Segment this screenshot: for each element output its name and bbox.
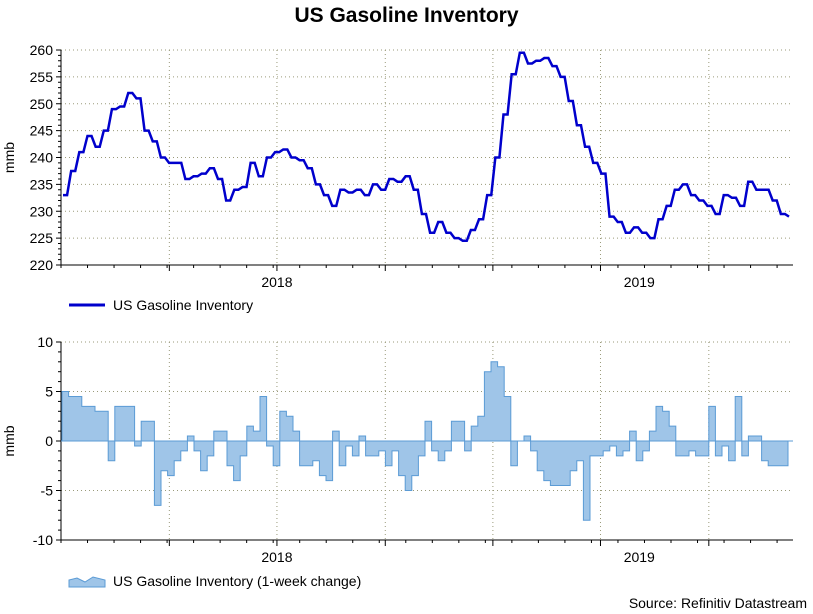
y-tick-label: 245 xyxy=(30,123,54,139)
y-tick-label: -5 xyxy=(41,483,54,499)
y-tick-label: 225 xyxy=(30,230,54,246)
y-axis-label: mmb xyxy=(1,142,17,173)
y-tick-label: 230 xyxy=(30,203,54,219)
y-tick-label: 235 xyxy=(30,176,54,192)
y-tick-label: 250 xyxy=(30,96,54,112)
x-tick-label: 2018 xyxy=(261,549,292,565)
line-legend-swatch xyxy=(69,303,105,307)
weekly-change-area-chart: -10 -5 0 5 10 2018 2019 mmb xyxy=(1,334,793,565)
y-tick-label: 255 xyxy=(30,69,54,85)
y-tick-label: 220 xyxy=(30,257,54,273)
y-tick-label: -10 xyxy=(33,532,53,548)
source-note: Source: Refinitiv Datastream xyxy=(628,595,807,611)
area-legend-swatch xyxy=(68,576,106,588)
line-legend: US Gasoline Inventory xyxy=(67,297,253,313)
y-tick-label: 260 xyxy=(30,42,54,58)
y-tick-label: 10 xyxy=(37,334,53,350)
chart-title: US Gasoline Inventory xyxy=(294,4,519,27)
y-axis-label: mmb xyxy=(1,425,17,456)
inventory-line-chart: 220 225 230 235 240 245 250 255 260 2018 2019 mmb xyxy=(1,42,793,290)
area-legend-label: US Gasoline Inventory (1-week change) xyxy=(113,573,362,589)
y-tick-label: 240 xyxy=(30,150,54,166)
series-line xyxy=(63,51,790,243)
area-legend: US Gasoline Inventory (1-week change) xyxy=(67,573,361,589)
y-tick-label: 0 xyxy=(45,433,53,449)
x-tick-label: 2018 xyxy=(261,274,292,290)
y-tick-label: 5 xyxy=(45,384,53,400)
line-legend-label: US Gasoline Inventory xyxy=(113,297,254,313)
x-tick-label: 2019 xyxy=(624,274,655,290)
x-tick-label: 2019 xyxy=(624,549,655,565)
